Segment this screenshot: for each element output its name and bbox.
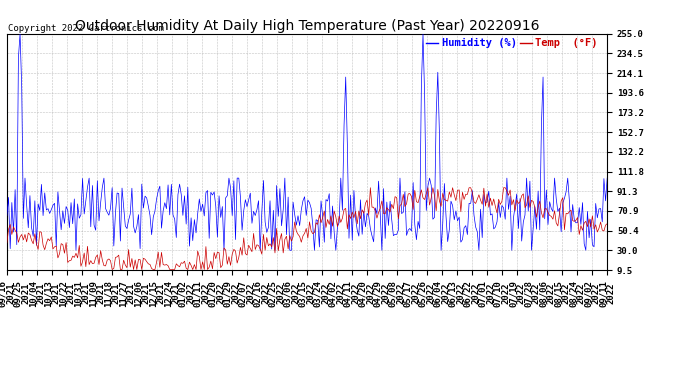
Legend: Humidity (%), Temp  (°F): Humidity (%), Temp (°F) (422, 34, 602, 53)
Title: Outdoor Humidity At Daily High Temperature (Past Year) 20220916: Outdoor Humidity At Daily High Temperatu… (75, 19, 540, 33)
Text: Copyright 2022 Cartronics.com: Copyright 2022 Cartronics.com (8, 24, 164, 33)
